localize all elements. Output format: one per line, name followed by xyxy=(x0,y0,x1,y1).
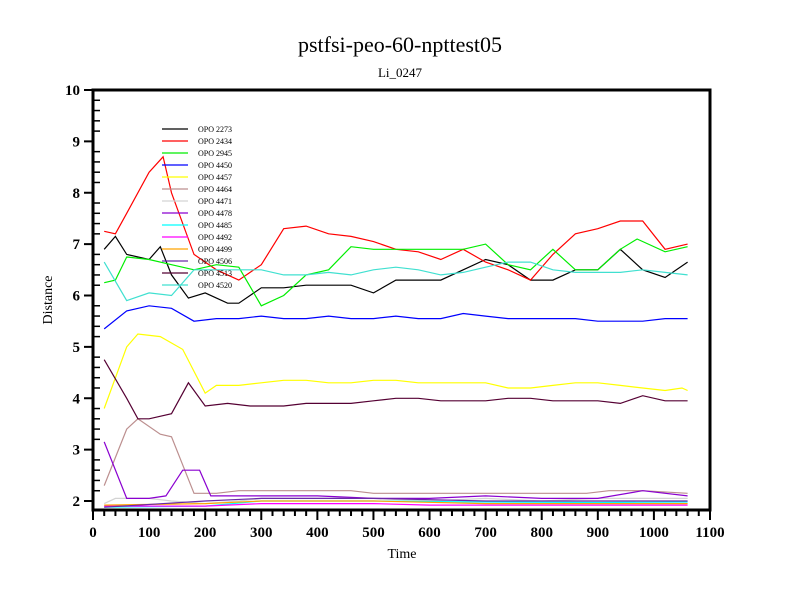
y-axis-label: Distance xyxy=(41,276,56,325)
x-tick-label: 100 xyxy=(138,525,161,541)
legend-label: OPO 4478 xyxy=(198,209,232,218)
y-tick-label: 5 xyxy=(73,340,81,356)
x-tick-label: 500 xyxy=(362,525,385,541)
series-line-opo-2434 xyxy=(104,155,688,281)
series-line-opo-4499 xyxy=(104,500,688,506)
series-line-opo-4457 xyxy=(103,333,688,409)
legend-label: OPO 2945 xyxy=(198,149,232,158)
legend-label: OPO 2273 xyxy=(198,125,232,134)
axes: 0 100 200 300 400 500 600 700 800 900 1000 1100 2 3 4 5… xyxy=(65,83,725,541)
legend-label: OPO 4492 xyxy=(198,233,232,242)
x-tick-label: 200 xyxy=(194,525,217,541)
series-line-opo-4492 xyxy=(104,503,688,507)
series-line-opo-4513 xyxy=(103,359,688,420)
legend-label: OPO 4471 xyxy=(198,197,232,206)
series-line-opo-4464 xyxy=(103,418,688,494)
y-tick-label: 9 xyxy=(73,134,81,150)
legend-label: OPO 4520 xyxy=(198,281,232,290)
legend-label: OPO 4485 xyxy=(198,221,232,230)
legend-label: OPO 4513 xyxy=(198,269,232,278)
y-tick-label: 10 xyxy=(65,83,80,99)
plot-frame xyxy=(91,88,712,512)
x-tick-label: 400 xyxy=(306,525,329,541)
x-tick-label: 900 xyxy=(587,525,610,541)
x-tick-label: 800 xyxy=(530,525,553,541)
x-tick-label: 600 xyxy=(418,525,441,541)
series-line-opo-4520 xyxy=(103,261,688,302)
y-tick-label: 2 xyxy=(73,494,81,510)
y-tick-label: 8 xyxy=(73,186,81,202)
x-tick-label: 700 xyxy=(474,525,497,541)
series-line-opo-4506 xyxy=(104,497,688,508)
x-tick-label: 0 xyxy=(89,525,97,541)
series-line-opo-2945 xyxy=(104,238,688,307)
series-line-opo-4478 xyxy=(103,441,688,499)
series-line-opo-4450 xyxy=(103,305,688,330)
legend-label: OPO 4450 xyxy=(198,161,232,170)
legend-label: OPO 2434 xyxy=(198,137,232,146)
y-tick-label: 6 xyxy=(73,289,81,305)
legend-label: OPO 4457 xyxy=(198,173,232,182)
y-tick-label: 7 xyxy=(73,237,81,253)
y-tick-label: 3 xyxy=(73,443,81,459)
x-tick-label: 1000 xyxy=(639,525,669,541)
chart-title: pstfsi-peo-60-npttest05 xyxy=(298,32,502,57)
legend-label: OPO 4464 xyxy=(198,185,232,194)
series-layer xyxy=(103,155,688,508)
legend-label: OPO 4506 xyxy=(198,257,232,266)
x-tick-label: 300 xyxy=(250,525,273,541)
y-tick-label: 4 xyxy=(73,391,81,407)
legend-label: OPO 4499 xyxy=(198,245,232,254)
chart-subtitle: Li_0247 xyxy=(378,65,423,80)
legend: OPO 2273 OPO 2434 OPO 2945 OPO 4450 OPO 4457… xyxy=(162,125,232,290)
x-tick-label: 1100 xyxy=(695,525,724,541)
x-axis-label: Time xyxy=(387,547,416,562)
